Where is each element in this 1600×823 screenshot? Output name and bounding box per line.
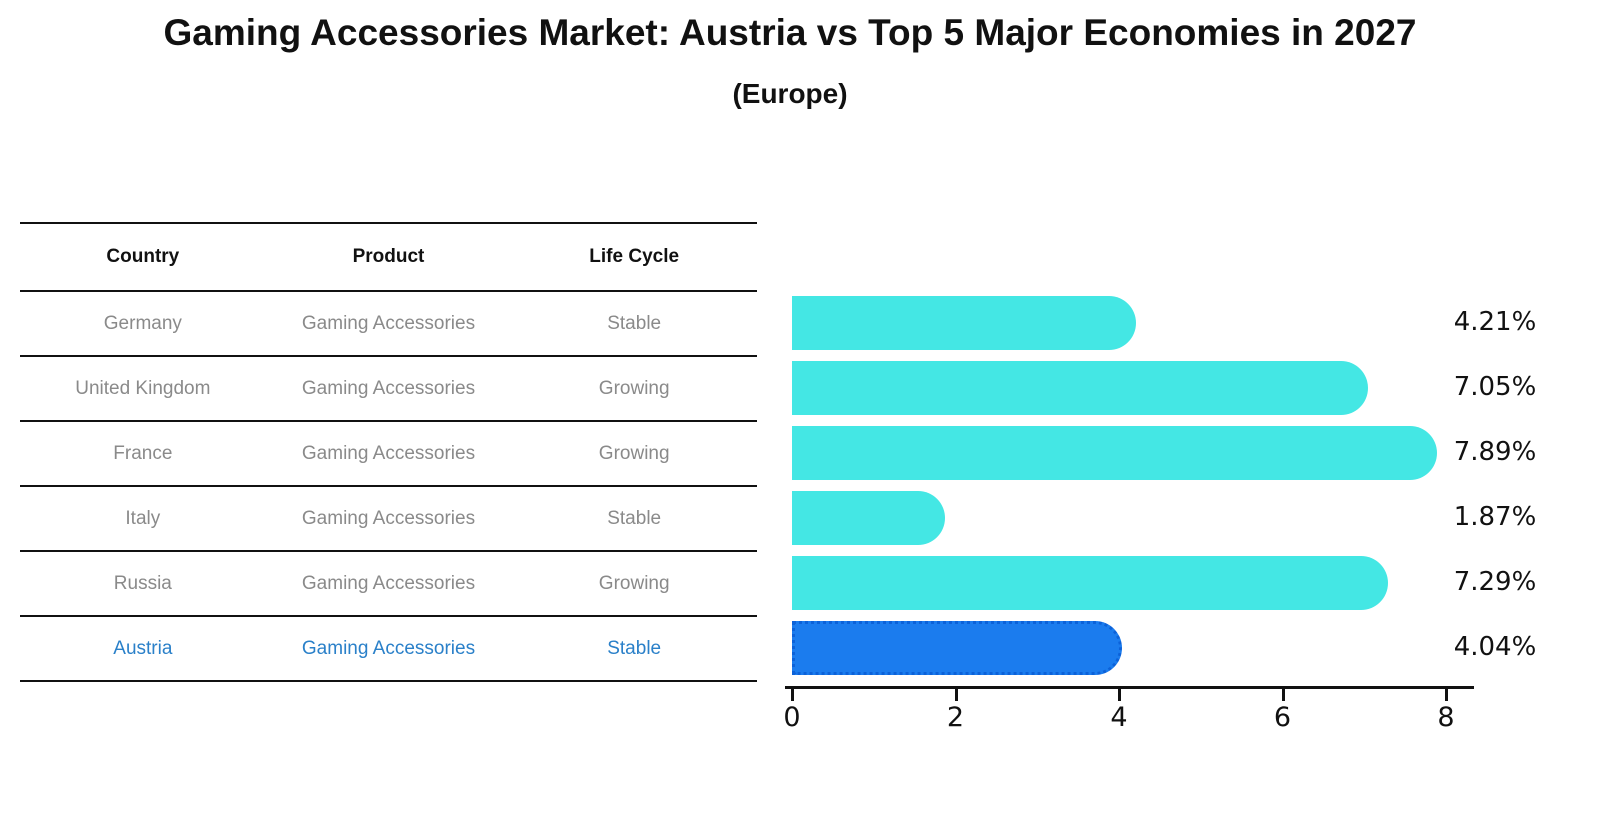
table-cell-life-cycle: Growing (598, 572, 670, 594)
table-cell-product: Gaming Accessories (301, 442, 476, 464)
table-cell-product: Gaming Accessories (301, 507, 476, 529)
chart-title: Gaming Accessories Market: Austria vs To… (163, 12, 1417, 53)
table-cell-country: Austria (113, 637, 173, 659)
value-label-italy: 1.87% (1453, 502, 1537, 532)
table-cell-life-cycle: Stable (607, 312, 662, 334)
bar-france (792, 425, 1437, 480)
x-axis-tick (1445, 689, 1448, 701)
x-axis-tick-label: 0 (783, 702, 801, 733)
value-label-united-kingdom: 7.05% (1453, 372, 1537, 402)
table-cell-product: Gaming Accessories (301, 377, 476, 399)
value-label-france: 7.89% (1453, 437, 1537, 467)
table-row-united-kingdom: United Kingdom Gaming Accessories Growing (20, 357, 757, 422)
bar-united-kingdom (792, 360, 1368, 415)
table-header-product: Product (352, 246, 425, 267)
table-cell-life-cycle: Stable (607, 507, 662, 529)
x-axis-tick (1281, 689, 1285, 701)
x-axis-line (785, 686, 1474, 689)
x-axis-tick (1118, 689, 1121, 701)
table-cell-product: Gaming Accessories (301, 572, 476, 594)
x-axis-tick (954, 689, 958, 701)
bar-russia (792, 555, 1388, 610)
table-cell-life-cycle: Growing (598, 442, 670, 464)
table-cell-life-cycle: Stable (607, 637, 662, 659)
table-cell-country: France (113, 442, 173, 464)
table-row-austria: Austria Gaming Accessories Stable (20, 617, 757, 682)
x-axis-tick-label: 2 (946, 702, 965, 733)
table-row-russia: Russia Gaming Accessories Growing (20, 552, 757, 617)
country-table: Country Product Life Cycle Germany Gaming… (20, 222, 757, 682)
table-cell-country: Germany (103, 312, 182, 334)
value-label-germany: 4.21% (1453, 307, 1537, 337)
table-cell-product: Gaming Accessories (301, 637, 476, 659)
table-header-lifecycle: Life Cycle (589, 246, 680, 267)
table-cell-country: Italy (125, 507, 161, 529)
bar-germany (792, 295, 1136, 350)
bar-italy (792, 490, 945, 545)
table-row-germany: Germany Gaming Accessories Stable (20, 292, 757, 357)
x-axis-tick-label: 4 (1110, 702, 1128, 733)
value-label-austria: 4.04% (1453, 632, 1537, 662)
bar-austria (792, 620, 1122, 675)
table-cell-life-cycle: Growing (598, 377, 670, 399)
chart-subtitle: (Europe) (732, 78, 848, 109)
value-label-russia: 7.29% (1453, 567, 1537, 597)
x-axis-tick-label: 6 (1273, 702, 1292, 733)
table-cell-country: United Kingdom (75, 377, 211, 399)
table-header-row: Country Product Life Cycle (20, 222, 757, 292)
table-row-italy: Italy Gaming Accessories Stable (20, 487, 757, 552)
table-row-france: France Gaming Accessories Growing (20, 422, 757, 487)
x-axis-tick (791, 689, 794, 701)
x-axis-tick-label: 8 (1437, 702, 1455, 733)
table-cell-product: Gaming Accessories (301, 312, 476, 334)
table-body: Germany Gaming Accessories Stable United Ki… (20, 292, 757, 682)
table-cell-country: Russia (113, 572, 172, 594)
table-header-country: Country (106, 246, 180, 267)
